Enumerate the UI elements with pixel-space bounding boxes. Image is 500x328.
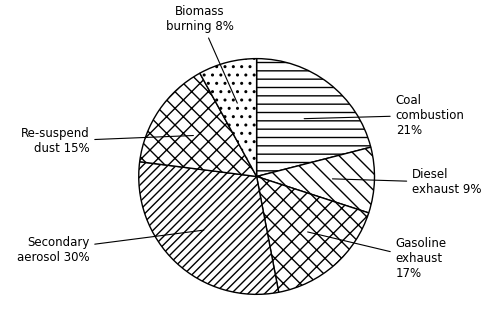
Wedge shape	[256, 59, 371, 176]
Wedge shape	[200, 59, 256, 176]
Text: Coal
combustion
21%: Coal combustion 21%	[304, 94, 464, 137]
Text: Re-suspend
dust 15%: Re-suspend dust 15%	[20, 127, 194, 155]
Text: Gasoline
exhaust
17%: Gasoline exhaust 17%	[308, 232, 447, 280]
Wedge shape	[138, 162, 278, 294]
Wedge shape	[256, 176, 368, 292]
Wedge shape	[256, 147, 374, 213]
Text: Biomass
burning 8%: Biomass burning 8%	[166, 5, 238, 103]
Text: Diesel
exhaust 9%: Diesel exhaust 9%	[332, 168, 482, 196]
Wedge shape	[140, 73, 256, 176]
Text: Secondary
aerosol 30%: Secondary aerosol 30%	[16, 230, 204, 264]
